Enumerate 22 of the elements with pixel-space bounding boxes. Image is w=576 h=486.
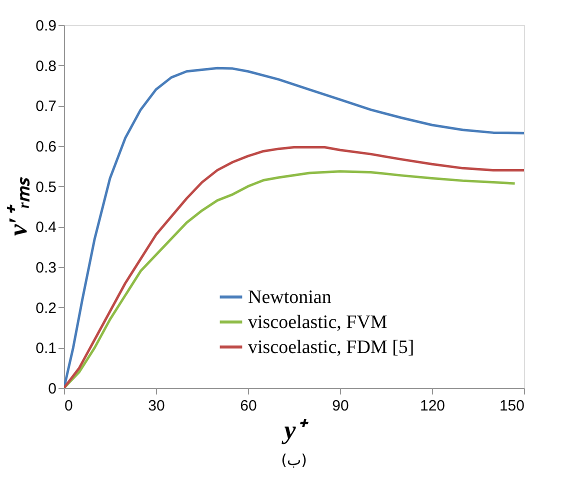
x-tick-label: 0 (64, 398, 73, 414)
y-tick-label: 0.8 (36, 58, 56, 75)
legend-label: viscoelastic, FVM (248, 312, 388, 333)
y-tick-label: 0 (48, 380, 56, 398)
y-tick-label: 0.7 (36, 98, 56, 116)
text: (ب) (281, 451, 307, 469)
y-tick-label: 0.9 (36, 18, 56, 34)
y-tick-label: 0.6 (36, 138, 56, 156)
y-tick-label: 0.4 (36, 219, 56, 236)
x-tick-label: 120 (420, 398, 446, 414)
x-tick-label: 30 (148, 398, 165, 414)
y-tick-label: 0.2 (36, 300, 56, 317)
y-tick-label: 0.1 (36, 340, 56, 358)
x-axis-title: y⁺ (281, 416, 309, 444)
x-tick-label: 90 (332, 398, 349, 414)
y-tick-label: 0.3 (36, 260, 56, 276)
y-axis-title: v′⁺ᵣₘₛ (4, 176, 33, 236)
x-tick-label: 60 (240, 398, 257, 414)
legend-label: viscoelastic, FDM [5] (248, 337, 414, 358)
x-tick-label: 150 (499, 398, 524, 414)
legend-label: Newtonian (248, 287, 332, 308)
y-tick-label: 0.5 (36, 178, 56, 196)
